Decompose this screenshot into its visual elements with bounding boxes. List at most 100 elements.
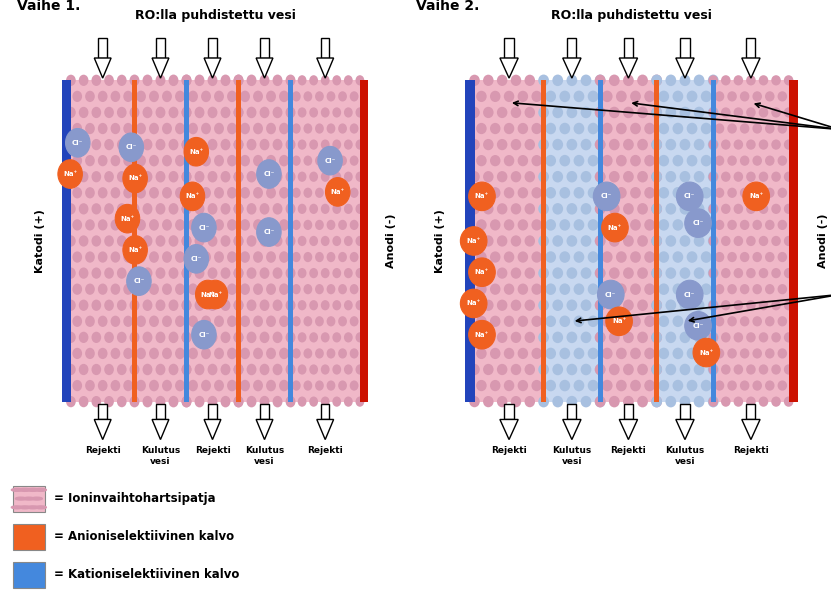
- Bar: [568, 38, 577, 58]
- Circle shape: [545, 219, 556, 231]
- Circle shape: [672, 90, 683, 102]
- Circle shape: [117, 236, 126, 246]
- Circle shape: [595, 203, 606, 215]
- Bar: [746, 404, 755, 419]
- Circle shape: [567, 203, 578, 215]
- Circle shape: [581, 107, 592, 118]
- Circle shape: [111, 284, 120, 295]
- Circle shape: [524, 300, 535, 311]
- Circle shape: [72, 123, 82, 134]
- Circle shape: [253, 155, 263, 167]
- Circle shape: [175, 155, 185, 167]
- Circle shape: [279, 219, 289, 231]
- Circle shape: [286, 364, 295, 375]
- Circle shape: [701, 155, 711, 167]
- Circle shape: [644, 155, 655, 167]
- Circle shape: [476, 91, 487, 102]
- Circle shape: [778, 123, 787, 134]
- Circle shape: [344, 364, 352, 375]
- Circle shape: [553, 235, 563, 247]
- Circle shape: [573, 155, 584, 167]
- Circle shape: [234, 267, 243, 279]
- Circle shape: [630, 347, 641, 359]
- Circle shape: [72, 348, 82, 359]
- Circle shape: [734, 107, 743, 118]
- Circle shape: [188, 251, 198, 263]
- Circle shape: [630, 315, 641, 327]
- Circle shape: [208, 364, 218, 375]
- Circle shape: [327, 316, 336, 327]
- Bar: [321, 404, 329, 419]
- Circle shape: [338, 123, 347, 134]
- Circle shape: [273, 74, 283, 86]
- Circle shape: [504, 187, 514, 198]
- Circle shape: [746, 75, 755, 86]
- Bar: [600, 80, 656, 402]
- Circle shape: [497, 396, 508, 407]
- Circle shape: [98, 252, 107, 262]
- Circle shape: [759, 300, 769, 311]
- Circle shape: [778, 91, 787, 102]
- Circle shape: [490, 123, 500, 134]
- Circle shape: [91, 139, 101, 150]
- Circle shape: [180, 182, 204, 211]
- Circle shape: [652, 139, 662, 151]
- Circle shape: [315, 252, 324, 262]
- Circle shape: [602, 380, 612, 392]
- Circle shape: [155, 74, 165, 86]
- Circle shape: [511, 268, 521, 278]
- Circle shape: [746, 107, 755, 118]
- Circle shape: [595, 171, 606, 183]
- Circle shape: [672, 315, 683, 327]
- Circle shape: [595, 203, 606, 215]
- Circle shape: [286, 139, 296, 151]
- Circle shape: [740, 220, 750, 230]
- Text: Na⁺: Na⁺: [209, 292, 223, 298]
- Circle shape: [490, 252, 500, 262]
- Circle shape: [253, 380, 263, 392]
- Circle shape: [332, 107, 342, 118]
- Text: Cl⁻: Cl⁻: [72, 140, 83, 146]
- Circle shape: [116, 204, 140, 233]
- Circle shape: [350, 284, 358, 295]
- Circle shape: [658, 283, 669, 295]
- Circle shape: [188, 315, 198, 327]
- Circle shape: [91, 203, 101, 214]
- Circle shape: [567, 235, 578, 247]
- Text: Na⁺: Na⁺: [699, 349, 714, 356]
- Circle shape: [162, 123, 172, 134]
- Circle shape: [257, 160, 281, 188]
- Circle shape: [155, 331, 165, 343]
- Circle shape: [483, 300, 494, 311]
- Circle shape: [497, 139, 508, 150]
- Circle shape: [686, 380, 697, 392]
- Circle shape: [644, 123, 655, 134]
- Circle shape: [175, 315, 185, 327]
- Circle shape: [175, 187, 185, 199]
- Text: Na⁺: Na⁺: [128, 176, 142, 181]
- Text: Cl⁻: Cl⁻: [605, 292, 617, 298]
- Circle shape: [117, 396, 126, 407]
- Circle shape: [344, 268, 352, 278]
- Circle shape: [321, 364, 330, 375]
- Circle shape: [680, 235, 691, 247]
- Circle shape: [715, 155, 725, 166]
- Circle shape: [504, 91, 514, 102]
- Circle shape: [694, 364, 705, 375]
- Circle shape: [652, 235, 662, 247]
- Circle shape: [292, 284, 301, 295]
- Circle shape: [715, 123, 725, 134]
- Circle shape: [208, 139, 218, 151]
- Bar: [238, 80, 291, 402]
- Circle shape: [143, 171, 152, 183]
- Circle shape: [778, 187, 787, 198]
- Circle shape: [338, 348, 347, 359]
- Circle shape: [524, 171, 535, 182]
- Circle shape: [545, 251, 556, 263]
- Circle shape: [652, 396, 662, 408]
- Circle shape: [524, 107, 535, 118]
- Circle shape: [72, 252, 82, 262]
- Circle shape: [759, 203, 769, 214]
- Circle shape: [181, 139, 191, 151]
- Circle shape: [227, 251, 237, 263]
